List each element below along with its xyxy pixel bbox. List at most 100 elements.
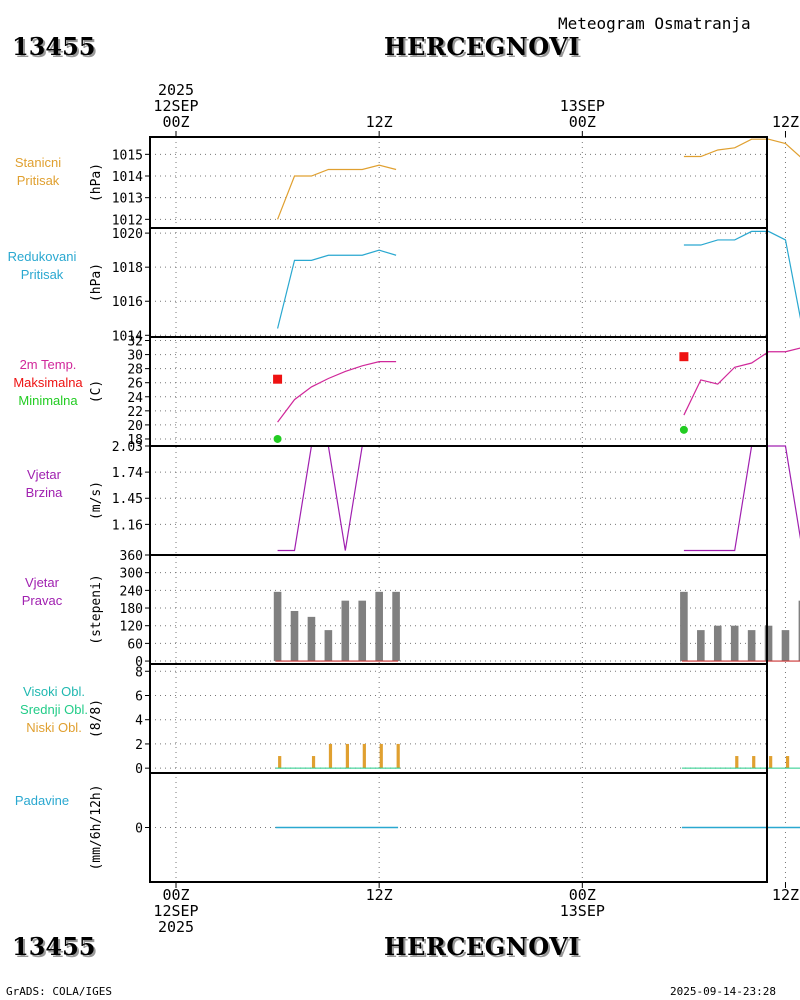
station-pressure-line [277,164,397,220]
label-line-temp: 2m Temp. [19,357,77,372]
panel-frame [149,663,768,774]
station-name: HERCEGNOVI [384,32,581,61]
y-tick-label: 120 [120,620,143,635]
wind-dir-bar [273,591,282,662]
cloud-low-bar [328,743,333,769]
temperature-line [683,347,800,416]
panel-frame [149,136,768,229]
y-tick-label: 2 [135,738,143,753]
y-tick-label: 30 [127,349,143,364]
top-axis-label: 12SEP [153,97,198,115]
wind-dir-bar [290,610,299,662]
cloud-low-bar [735,756,739,769]
label-station-pressure: Stanicni Pritisak [0,154,86,190]
panel-frame [149,554,768,665]
label-line-low: Niski Obl. [26,720,82,735]
y-tick-label: 1016 [112,295,143,310]
tmax-marker [273,374,283,384]
top-axis-label: 12Z [366,113,393,131]
reduced-pressure-line [683,230,800,320]
panel-frame [149,445,768,556]
y-tick-label: 1013 [112,192,143,207]
y-axis-label: (mm/6h/12h) [89,784,104,870]
cloud-low-bar [311,756,316,769]
bottom-axis-label: 00Z [569,886,596,904]
y-tick-label: 0 [135,762,143,777]
y-tick-label: 22 [127,405,143,420]
chart-subtitle: Meteogram Osmatranja [558,14,751,33]
label-line: Vjetar [27,467,61,482]
label-line-high: Visoki Obl. [23,684,85,699]
cloud-low-bar [362,743,366,769]
y-tick-label: 0 [135,822,143,837]
tmin-marker [679,425,688,434]
y-tick-label: 26 [127,377,143,392]
y-axis-label: (C) [89,380,104,403]
top-axis-label: 13SEP [560,97,605,115]
label-clouds: Visoki Obl. Srednji Obl. Niski Obl. [6,683,102,737]
wind-dir-bar [747,630,756,662]
top-axis-label: 12Z [772,113,799,131]
y-tick-label: 28 [127,363,143,378]
label-line-min: Minimalna [18,393,78,408]
wind-dir-bar [375,591,383,662]
top-axis-label: 00Z [162,113,189,131]
cloud-low-bar [396,743,400,769]
footer-credit: GrADS: COLA/IGES [6,985,112,998]
cloud-low-bar [278,756,282,769]
wind-speed-line [683,445,800,552]
top-axis-label: 00Z [569,113,596,131]
y-tick-label: 1012 [112,213,143,228]
cloud-low-bar [785,756,790,769]
y-tick-label: 0 [135,655,143,670]
tmax-marker [679,352,689,362]
y-tick-label: 1014 [112,329,143,344]
y-tick-label: 1014 [112,170,143,185]
y-tick-label: 300 [120,567,143,582]
y-axis-label: (8/8) [89,699,104,738]
temperature-line [277,361,397,423]
wind-dir-bar [697,630,705,662]
cloud-low-bar [752,756,756,769]
wind-dir-bar [680,591,688,662]
label-line-max: Maksimalna [13,375,83,390]
label-line: Padavine [14,793,70,808]
label-wind-speed: Vjetar Brzina [0,466,92,502]
y-axis-label: (m/s) [89,481,104,520]
label-line: Pritisak [16,173,60,188]
label-temperature: 2m Temp. Maksimalna Minimalna [0,356,96,410]
y-tick-label: 1020 [112,227,143,242]
y-tick-label: 60 [127,637,143,652]
label-precip: Padavine [0,792,90,810]
label-wind-dir: Vjetar Pravac [0,574,90,610]
wind-dir-bar [341,600,350,662]
y-tick-label: 1.74 [112,466,143,481]
label-line: Vjetar [25,575,59,590]
y-tick-label: 1.16 [112,518,143,533]
label-line: Pravac [21,593,63,608]
y-tick-label: 1015 [112,148,143,163]
footer-station-name: HERCEGNOVI [384,932,581,961]
bottom-axis-label: 12Z [366,886,393,904]
label-line: Brzina [25,485,63,500]
tmin-marker [273,434,282,443]
panel-frame [149,336,768,447]
wind-dir-bar [392,591,400,662]
wind-dir-bar [358,600,367,662]
label-reduced-pressure: Redukovani Pritisak [0,248,90,284]
label-line-mid: Srednji Obl. [20,702,88,717]
y-tick-label: 20 [127,419,143,434]
cloud-low-bar [379,743,383,769]
y-tick-label: 240 [120,584,143,599]
top-axis-label: 2025 [158,81,194,99]
station-id: 13455 [12,32,96,61]
wind-dir-bar [798,600,800,662]
y-tick-label: 32 [127,335,143,350]
panel-frame [149,772,768,883]
y-tick-label: 360 [120,549,143,564]
panel-frame [149,227,768,338]
bottom-axis-label: 13SEP [560,902,605,920]
footer-station-id: 13455 [12,932,96,961]
wind-dir-bar [713,625,722,662]
